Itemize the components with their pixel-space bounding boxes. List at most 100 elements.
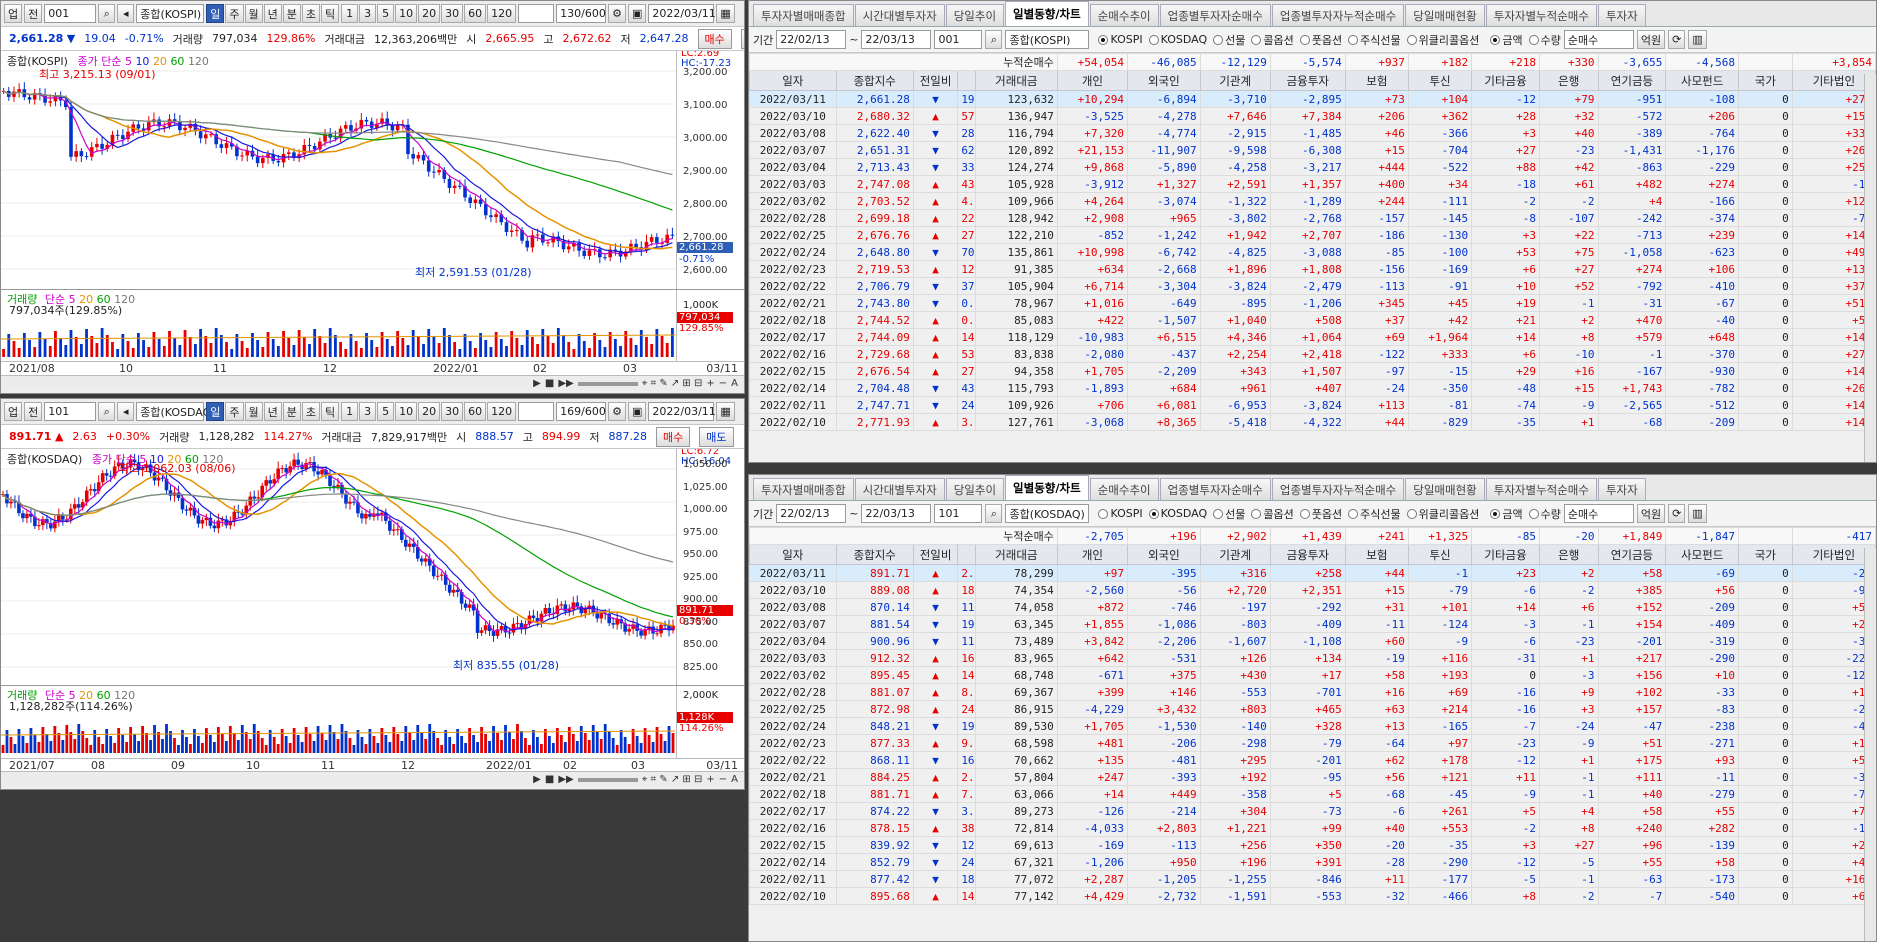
save-icon[interactable]: ▣ <box>628 4 647 23</box>
calendar-icon[interactable]: ▦ <box>716 402 735 421</box>
interval-button[interactable]: 20 <box>418 402 441 421</box>
market-radio[interactable]: KOSPI <box>1098 32 1143 48</box>
period-button[interactable]: 년 <box>263 402 282 421</box>
table-row[interactable]: 2022/03/022,703.52▲4.34109,966+4,264-3,0… <box>749 192 1876 210</box>
table-row[interactable]: 2022/02/10895.68▲14.8577,142+4,429-2,732… <box>749 887 1876 905</box>
period-button[interactable]: 일 <box>206 402 225 421</box>
table-row[interactable]: 2022/02/16878.15▲38.2372,814-4,033+2,803… <box>749 819 1876 837</box>
table-row[interactable]: 2022/02/182,744.52▲0.4385,083+422-1,507+… <box>749 311 1876 329</box>
column-header[interactable]: 보험 <box>1344 544 1409 565</box>
buy-button[interactable]: 매수 <box>697 28 732 49</box>
market-radio[interactable]: 선물 <box>1213 32 1245 48</box>
market-radio[interactable]: 콜옵션 <box>1251 506 1294 522</box>
table-row[interactable]: 2022/02/282,699.18▲22.42128,942+2,908+96… <box>749 209 1876 227</box>
period-button[interactable]: 틱 <box>321 402 340 421</box>
tab-6[interactable]: 업종별투자자누적순매수 <box>1271 4 1405 26</box>
column-header[interactable]: 전일비 <box>912 544 959 565</box>
vertical-scrollbar[interactable] <box>1864 74 1876 462</box>
refresh-icon[interactable]: ⟳ <box>1668 30 1686 49</box>
period-button[interactable]: 분 <box>282 402 301 421</box>
market-radio[interactable]: 선물 <box>1213 506 1245 522</box>
tab-9[interactable]: 투자자 <box>1597 4 1646 26</box>
column-header[interactable]: 금융투자 <box>1269 544 1346 565</box>
forward-icon[interactable]: ▶▶ <box>558 774 574 785</box>
to-date[interactable]: 22/03/13 <box>861 30 932 49</box>
search-icon[interactable]: ⌕ <box>985 504 1003 523</box>
zoom-out-icon[interactable]: − <box>718 378 728 389</box>
speaker-icon[interactable]: ◂ <box>117 402 135 421</box>
zoom-slider[interactable] <box>577 381 638 386</box>
market-select[interactable]: 업 <box>4 4 23 23</box>
chart-icon[interactable]: ▥ <box>1688 30 1707 49</box>
interval-button[interactable]: 60 <box>464 4 487 23</box>
speaker-icon[interactable]: ◂ <box>117 4 135 23</box>
unit-label[interactable]: 억원 <box>1636 30 1666 49</box>
tab-2[interactable]: 당일추이 <box>945 478 1005 500</box>
tools-icon[interactable]: ⌖ ⌗ ✎ ↗ ⊞ ⊟ <box>641 774 703 785</box>
table-row[interactable]: 2022/03/102,680.32▲57.92136,947-3,525-4,… <box>749 107 1876 125</box>
table-row[interactable]: 2022/02/24848.21▼19.3389,530+1,705-1,530… <box>749 717 1876 735</box>
column-header[interactable]: 연기금등 <box>1597 70 1667 91</box>
period-button[interactable]: 월 <box>244 402 263 421</box>
vertical-scrollbar[interactable] <box>1864 548 1876 941</box>
from-date[interactable]: 22/02/13 <box>776 504 847 523</box>
period-button[interactable]: 주 <box>225 4 244 23</box>
period-button[interactable]: 분 <box>282 4 301 23</box>
column-header[interactable]: 개인 <box>1056 70 1129 91</box>
period-button[interactable]: 초 <box>301 402 320 421</box>
search-icon[interactable]: ⌕ <box>985 30 1003 49</box>
table-row[interactable]: 2022/02/252,676.76▲27.96122,210-852-1,24… <box>749 226 1876 244</box>
column-header[interactable]: 기관계 <box>1199 70 1271 91</box>
market-radio[interactable]: 위클리콜옵션 <box>1406 506 1479 522</box>
tab-5[interactable]: 업종별투자자순매수 <box>1159 478 1271 500</box>
zoom-out-icon[interactable]: − <box>718 774 728 785</box>
column-header[interactable]: 국가 <box>1737 544 1793 565</box>
table-row[interactable]: 2022/02/28881.07▲8.0969,367+399+146-553-… <box>749 683 1876 701</box>
table-row[interactable]: 2022/02/22868.11▼16.1470,662+135-481+295… <box>749 751 1876 769</box>
table-row[interactable]: 2022/03/04900.96▼11.3673,489+3,842-2,206… <box>749 632 1876 650</box>
table-row[interactable]: 2022/03/072,651.31▼62.12120,892+21,153-1… <box>749 141 1876 159</box>
column-header[interactable]: 일자 <box>749 70 837 91</box>
table-row[interactable]: 2022/03/112,661.28▼19.04123,632+10,294-6… <box>749 90 1876 108</box>
market-radio[interactable]: 위클리콜옵션 <box>1406 32 1479 48</box>
type-select[interactable]: 전 <box>24 402 43 421</box>
column-header[interactable]: 기타금융 <box>1471 70 1540 91</box>
column-header[interactable]: 종합지수 <box>835 544 914 565</box>
tab-5[interactable]: 업종별투자자순매수 <box>1159 4 1271 26</box>
column-header[interactable]: 보험 <box>1344 70 1409 91</box>
table-row[interactable]: 2022/02/222,706.79▼37.01105,904+6,714-3,… <box>749 277 1876 295</box>
play-icon[interactable]: ▶ <box>533 378 541 389</box>
kospi-price-chart[interactable]: 종합(KOSPI) 종가 단순 5 10 20 60 120 최고 3,215.… <box>1 51 744 379</box>
tab-3[interactable]: 일별동향/차트 <box>1005 475 1089 500</box>
count-field[interactable]: 169/600 <box>556 402 607 421</box>
unit-label[interactable]: 억원 <box>1636 504 1666 523</box>
period-button[interactable]: 초 <box>301 4 320 23</box>
to-date[interactable]: 22/03/13 <box>861 504 932 523</box>
interval-button[interactable]: 5 <box>377 4 395 23</box>
mode-select[interactable]: 순매수 <box>1563 30 1634 49</box>
table-row[interactable]: 2022/02/162,729.68▲53.1483,838-2,080-437… <box>749 345 1876 363</box>
market-radio[interactable]: KOSDAQ <box>1148 506 1207 522</box>
period-button[interactable]: 일 <box>206 4 225 23</box>
column-header[interactable]: 사모펀드 <box>1665 544 1739 565</box>
unit-radio[interactable]: 수량 <box>1528 506 1561 522</box>
column-header[interactable]: 금융투자 <box>1269 70 1346 91</box>
interval-button[interactable]: 5 <box>377 402 395 421</box>
tab-7[interactable]: 당일매매현황 <box>1405 4 1485 26</box>
tab-8[interactable]: 투자자별누적순매수 <box>1485 4 1597 26</box>
sell-button[interactable]: 매도 <box>699 426 734 447</box>
code-input[interactable]: 101 <box>44 402 97 421</box>
interval-input[interactable] <box>518 402 555 421</box>
stop-icon[interactable]: ■ <box>544 774 555 785</box>
interval-button[interactable]: 10 <box>395 4 418 23</box>
column-header[interactable] <box>957 70 976 91</box>
tab-0[interactable]: 투자자별매매종합 <box>753 478 854 500</box>
refresh-icon[interactable]: ⟳ <box>1668 504 1686 523</box>
table-row[interactable]: 2022/03/03912.32▲16.8783,965+642-531+126… <box>749 649 1876 667</box>
interval-button[interactable]: 120 <box>487 4 517 23</box>
table-row[interactable]: 2022/02/242,648.80▼70.73135,861+10,998-6… <box>749 243 1876 261</box>
table-row[interactable]: 2022/02/21884.25▲2.5457,804+247-393+192-… <box>749 768 1876 786</box>
zoom-slider[interactable] <box>577 777 638 782</box>
market-radio[interactable]: KOSPI <box>1098 506 1143 522</box>
unit-radio[interactable]: 금액 <box>1490 32 1523 48</box>
